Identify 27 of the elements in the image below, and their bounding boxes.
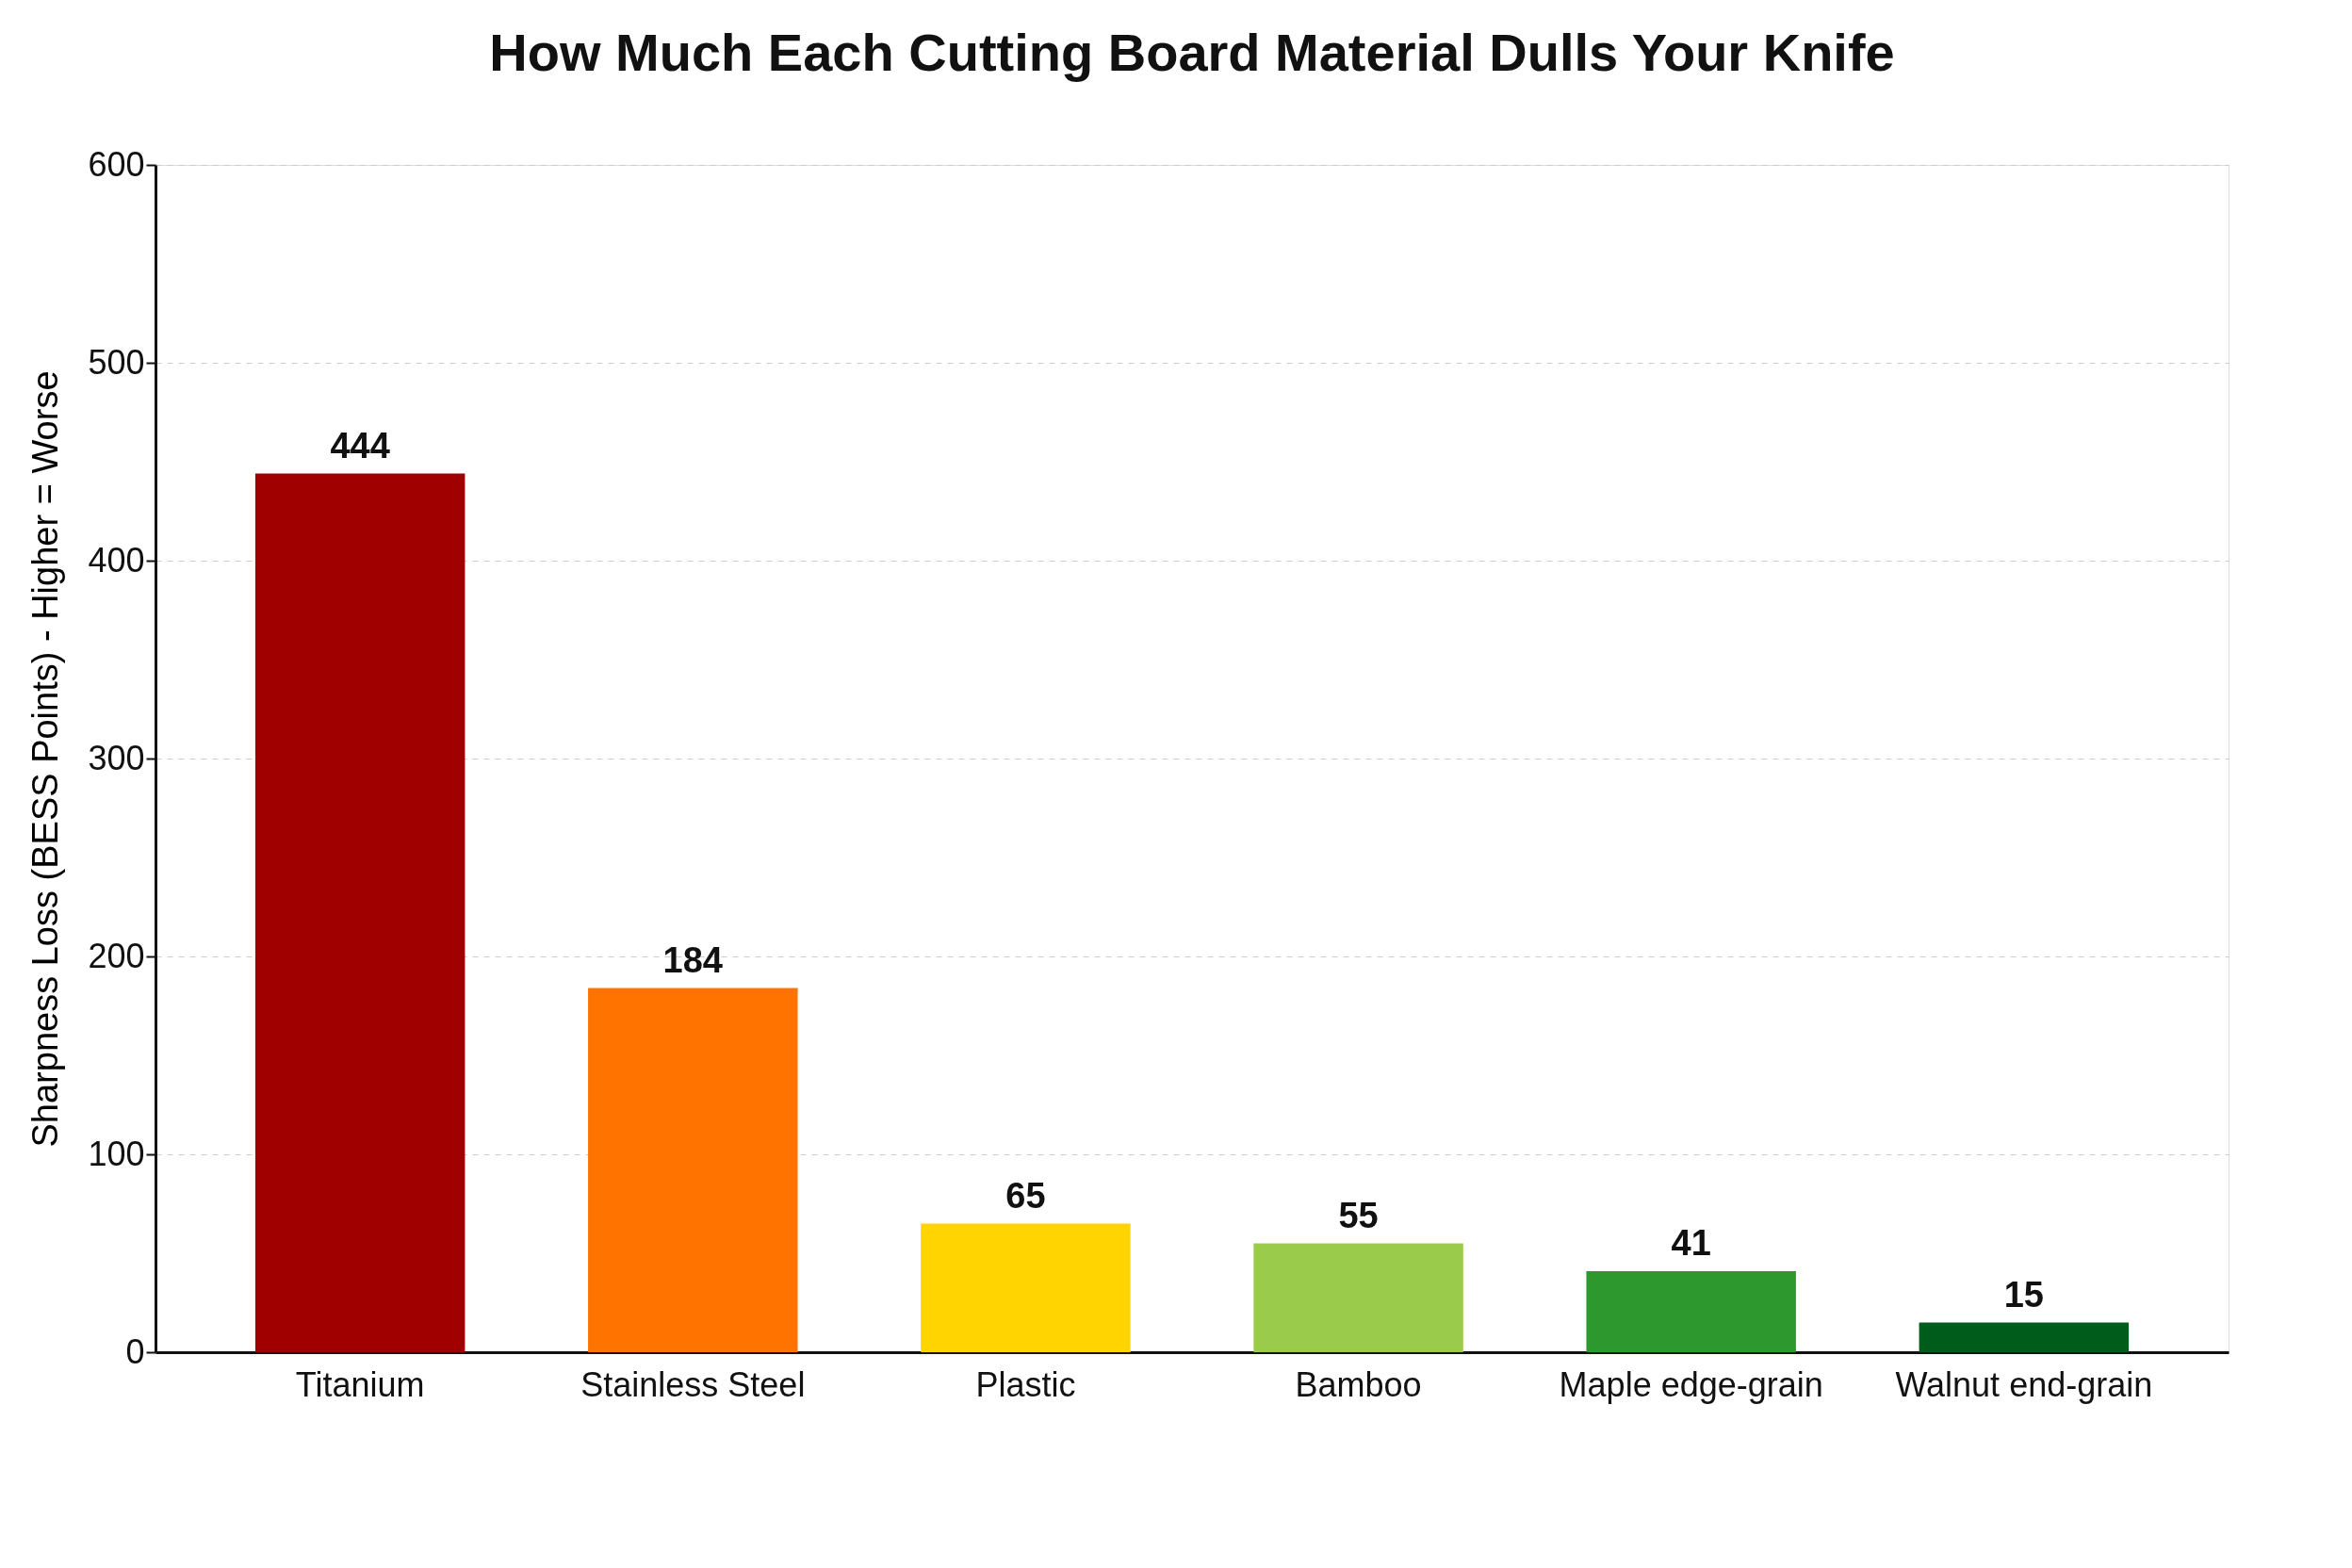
y-tick-label: 300 <box>88 738 145 777</box>
y-tick-label: 500 <box>88 342 145 382</box>
data-label: 444 <box>330 425 390 466</box>
y-axis-title: Sharpness Loss (BESS Points) - Higher = Worse <box>25 370 66 1148</box>
bar <box>1253 1243 1463 1352</box>
y-tick-label: 100 <box>88 1134 145 1173</box>
data-label: 184 <box>662 939 724 980</box>
y-tick-label: 400 <box>88 540 145 580</box>
data-label: 65 <box>1005 1175 1046 1216</box>
x-tick-label: Walnut end-grain <box>1895 1364 2153 1404</box>
x-tick-label: Titanium <box>295 1364 425 1404</box>
data-label: 15 <box>2003 1274 2044 1315</box>
data-label: 55 <box>1338 1195 1379 1235</box>
y-tick-label: 200 <box>88 936 145 975</box>
y-tick-label: 600 <box>88 144 145 184</box>
x-tick-label: Stainless Steel <box>580 1364 806 1404</box>
bar <box>1586 1270 1796 1352</box>
x-tick-label: Plastic <box>975 1364 1076 1404</box>
chart-title: How Much Each Cutting Board Material Dulls Your Knife <box>489 23 1895 82</box>
x-tick-label: Maple edge-grain <box>1559 1364 1823 1404</box>
y-tick-label: 0 <box>125 1331 145 1371</box>
bar <box>254 473 466 1352</box>
bar <box>1919 1322 2130 1352</box>
bar <box>588 988 798 1352</box>
x-tick-label: Bamboo <box>1295 1364 1422 1404</box>
bar <box>921 1223 1131 1352</box>
data-label: 41 <box>1671 1222 1711 1263</box>
